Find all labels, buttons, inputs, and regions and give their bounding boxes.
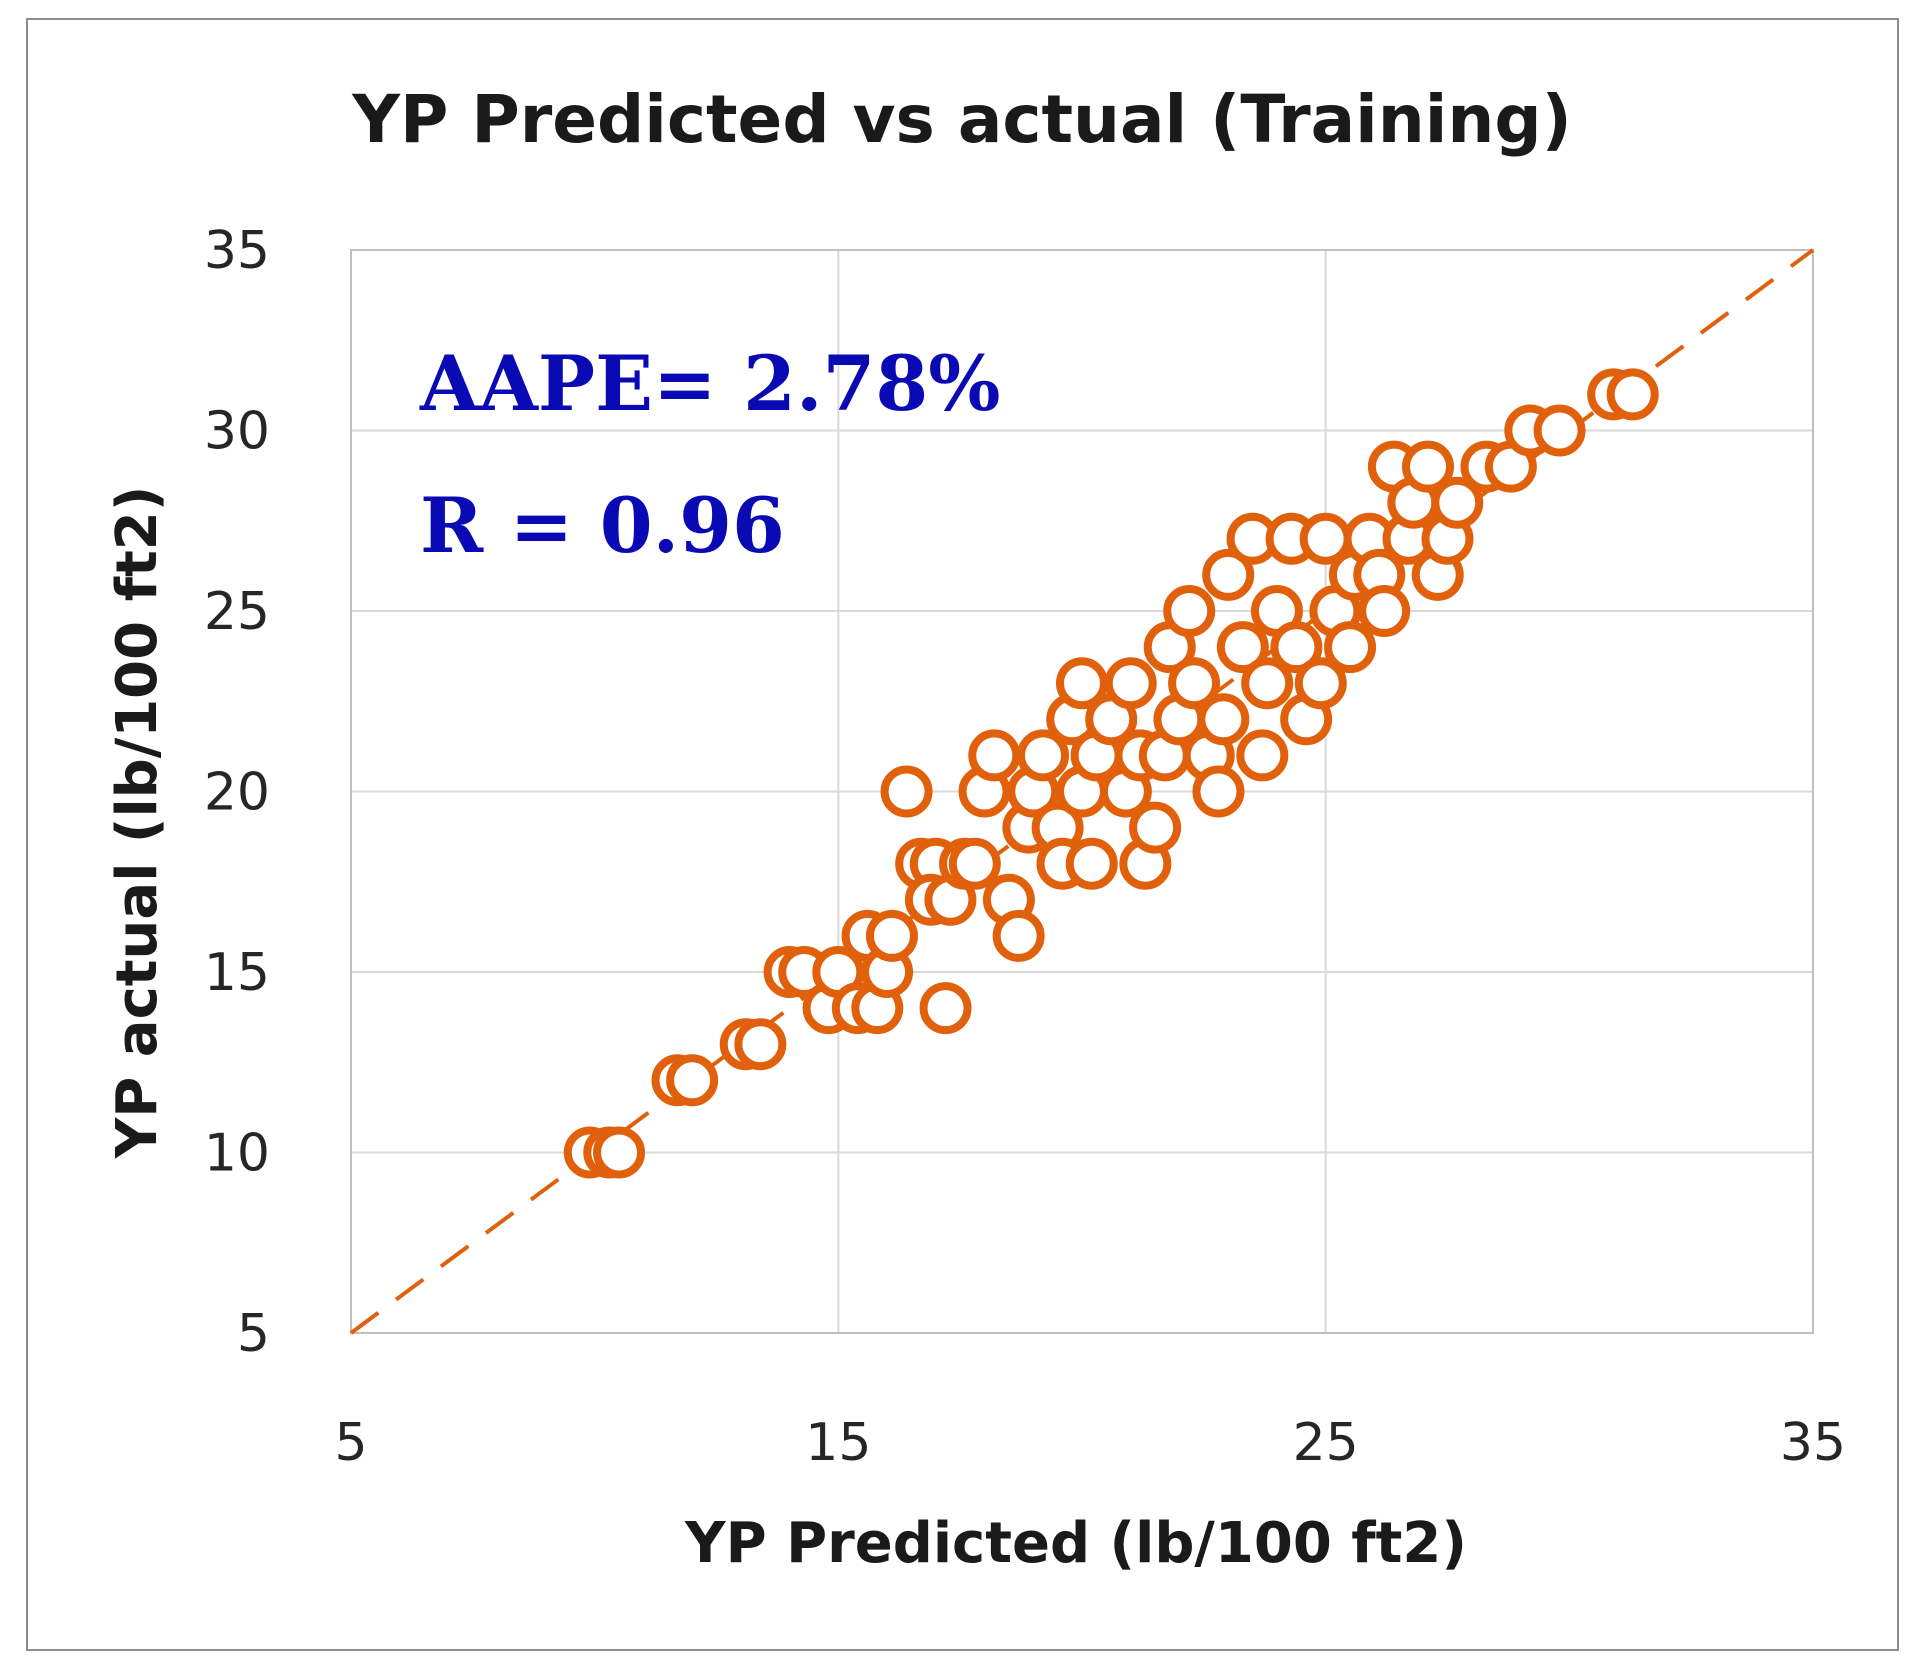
data-point-0-2 bbox=[593, 1126, 646, 1179]
x-tick-label-2: 25 bbox=[1293, 1413, 1359, 1473]
x-axis-title: YP Predicted (lb/100 ft2) bbox=[684, 1511, 1467, 1576]
data-point-0-43 bbox=[1129, 801, 1182, 854]
data-point-0-30 bbox=[1017, 729, 1070, 782]
data-point-0-47 bbox=[1163, 585, 1216, 637]
data-point-0-4 bbox=[666, 1054, 719, 1107]
data-point-0-15 bbox=[865, 909, 918, 962]
y-tick-label-5: 30 bbox=[204, 402, 270, 462]
x-tick-label-3: 35 bbox=[1780, 1413, 1846, 1473]
data-point-0-25 bbox=[968, 729, 1021, 782]
data-point-0-72 bbox=[1402, 440, 1455, 493]
aape-annotation: AAPE= 2.78% bbox=[419, 339, 1000, 428]
y-tick-label-0: 5 bbox=[237, 1304, 270, 1364]
y-tick-label-2: 15 bbox=[204, 943, 270, 1003]
y-tick-label-4: 25 bbox=[204, 582, 270, 642]
data-point-0-64 bbox=[1324, 621, 1377, 674]
data-point-0-68 bbox=[1358, 585, 1411, 637]
data-point-0-16 bbox=[919, 982, 972, 1035]
data-point-0-59 bbox=[1270, 621, 1323, 674]
y-tick-label-1: 10 bbox=[204, 1124, 270, 1184]
data-point-0-56 bbox=[1241, 657, 1294, 710]
y-tick-label-3: 20 bbox=[204, 763, 270, 823]
data-point-0-6 bbox=[734, 1018, 787, 1071]
data-point-0-48 bbox=[1168, 657, 1221, 710]
x-axis-tick-labels: 5 15 25 35 bbox=[334, 1413, 1846, 1473]
plot-area-border bbox=[350, 249, 1814, 1334]
data-point-0-55 bbox=[1236, 729, 1289, 782]
y-tick-label-6: 35 bbox=[204, 221, 270, 281]
data-point-0-41 bbox=[1104, 657, 1157, 710]
data-point-0-50 bbox=[1192, 765, 1245, 818]
data-point-0-52 bbox=[1202, 548, 1255, 601]
data-point-0-23 bbox=[948, 837, 1001, 890]
data-point-0-81 bbox=[1606, 368, 1659, 421]
data-point-0-27 bbox=[992, 909, 1045, 962]
y-axis-title: YP actual (lb/100 ft2) bbox=[105, 486, 170, 1160]
data-point-0-36 bbox=[1065, 837, 1118, 890]
data-point-0-35 bbox=[1056, 657, 1108, 710]
chart-frame bbox=[26, 18, 1899, 1651]
data-point-0-17 bbox=[880, 765, 933, 818]
data-point-0-75 bbox=[1431, 476, 1484, 529]
data-points bbox=[563, 368, 1659, 1179]
data-point-0-61 bbox=[1294, 657, 1347, 710]
x-tick-label-0: 5 bbox=[334, 1413, 367, 1473]
data-point-0-51 bbox=[1197, 693, 1250, 746]
data-point-0-79 bbox=[1533, 404, 1586, 457]
chart-title: YP Predicted vs actual (Training) bbox=[351, 81, 1572, 158]
x-tick-label-1: 15 bbox=[805, 1413, 871, 1473]
y-axis-tick-labels: 5 10 15 20 25 30 35 bbox=[204, 221, 270, 1364]
data-point-0-53 bbox=[1216, 621, 1269, 674]
r-annotation: R = 0.96 bbox=[420, 481, 785, 570]
